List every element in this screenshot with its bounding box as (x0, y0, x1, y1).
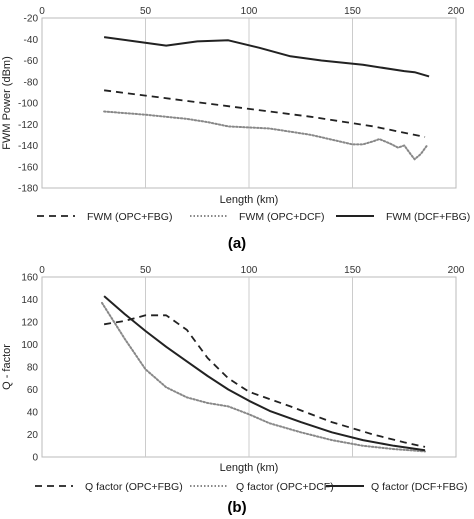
x-tick-label: 150 (344, 6, 361, 17)
y-axis-label: Q - factor (1, 344, 13, 390)
series-line-solid (103, 36, 430, 78)
series-line-dashed (103, 314, 426, 448)
legend-label: Q factor (DCF+FBG) (371, 481, 468, 493)
y-tick-label: -120 (18, 120, 38, 131)
panel-label: (a) (228, 235, 246, 252)
series-line-dashed (103, 89, 426, 138)
y-tick-label: 120 (21, 318, 38, 329)
y-tick-label: 60 (27, 385, 39, 396)
data-point (186, 100, 187, 101)
y-tick-label: 140 (21, 295, 38, 306)
y-tick-label: 40 (27, 408, 39, 419)
y-tick-label: -20 (24, 14, 39, 25)
x-tick-label: 200 (448, 6, 465, 17)
data-point (373, 126, 374, 127)
legend-label: Q factor (OPC+DCF) (236, 481, 334, 493)
legend-label: Q factor (OPC+FBG) (85, 481, 183, 493)
panel-label: (b) (227, 499, 246, 516)
series-line-dotted (101, 301, 426, 453)
y-axis-label: FWM Power (dBm) (1, 56, 13, 150)
x-tick-label: 100 (241, 6, 258, 17)
legend-label: FWM (OPC+FBG) (87, 211, 172, 223)
data-point (373, 434, 374, 435)
series-line-solid (103, 295, 426, 452)
series-line-dotted (103, 110, 428, 161)
y-tick-label: -80 (24, 77, 39, 88)
y-tick-label: 20 (27, 430, 39, 441)
chart-panel-b: 0 50 100 150 200160140120100806040200Length … (1, 265, 468, 516)
chart-panel-a: 0 50 100 150 200 -20 -40 -60 -80 -100 -120 -140 -160… (1, 6, 470, 252)
x-tick-label: 0 (39, 6, 45, 17)
x-tick-label: 150 (344, 265, 361, 276)
y-tick-label: -60 (24, 56, 39, 67)
y-tick-label: 160 (21, 273, 38, 284)
y-tick-label: -160 (18, 162, 38, 173)
y-tick-label: -100 (18, 99, 38, 110)
x-tick-label: 50 (140, 6, 152, 17)
x-tick-label: 0 (39, 265, 45, 276)
data-point (228, 378, 229, 379)
data-point (269, 111, 270, 112)
y-tick-label: 80 (27, 363, 39, 374)
y-tick-label: 100 (21, 340, 38, 351)
y-tick-label: -40 (24, 35, 39, 46)
x-tick-label: 200 (448, 265, 465, 276)
y-tick-label: 0 (32, 453, 38, 464)
y-tick-label: -140 (18, 141, 38, 152)
legend-label: FWM (DCF+FBG) (386, 211, 470, 223)
x-tick-label: 50 (140, 265, 152, 276)
data-point (124, 320, 125, 321)
y-tick-label: -180 (18, 184, 38, 195)
x-tick-label: 100 (241, 265, 258, 276)
legend-label: FWM (OPC+DCF) (239, 211, 324, 223)
x-axis-label: Length (km) (220, 462, 279, 474)
x-axis-label: Length (km) (220, 194, 279, 206)
